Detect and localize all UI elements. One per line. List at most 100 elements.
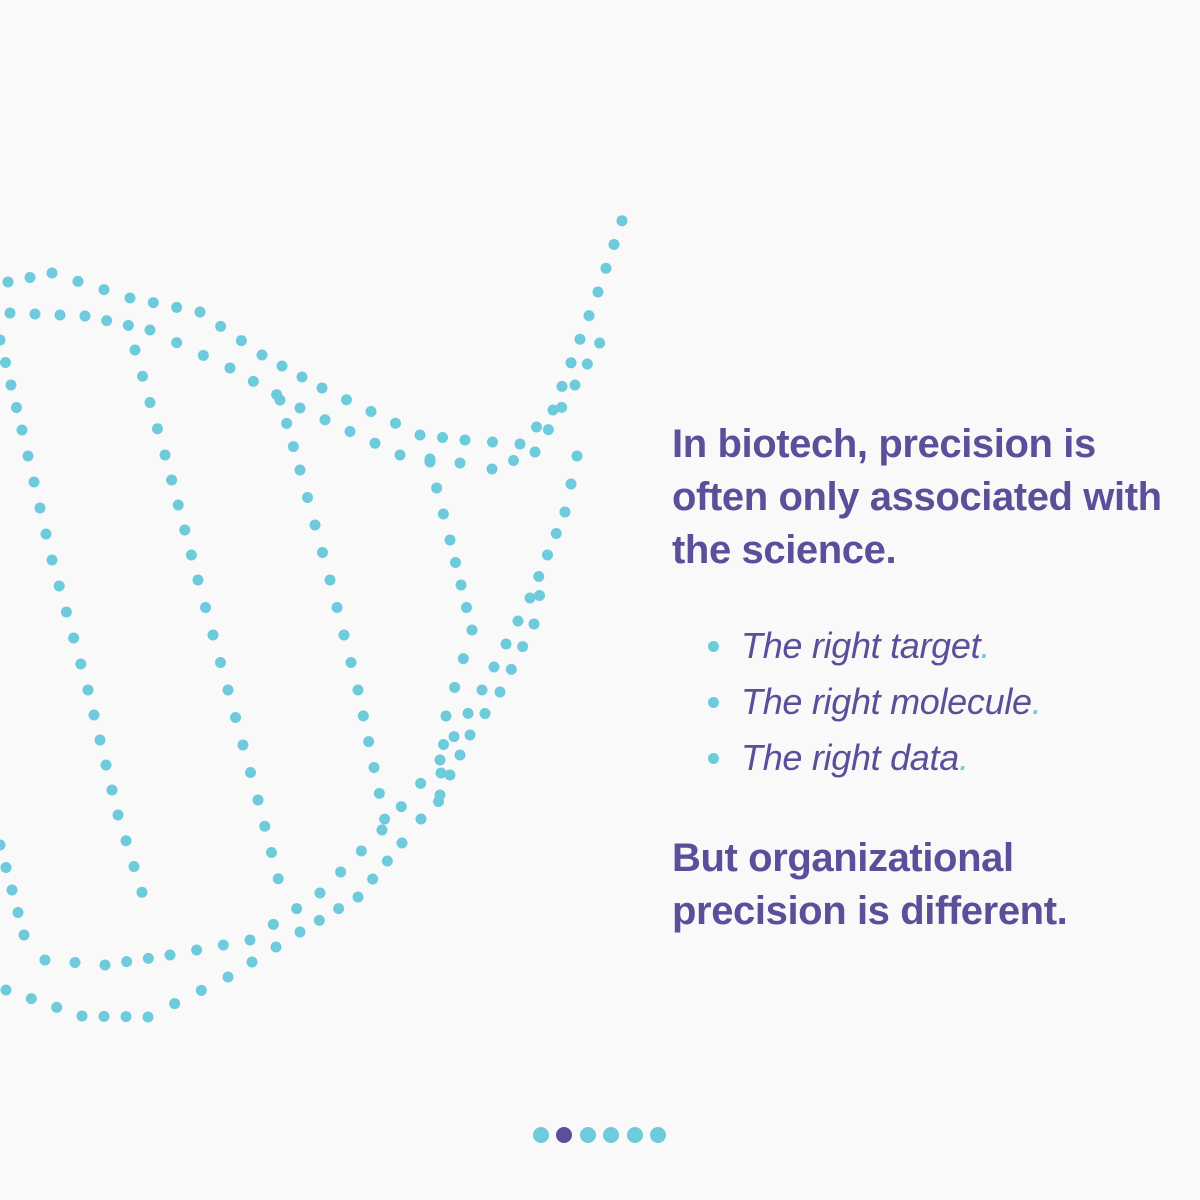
dna-dot <box>365 406 377 417</box>
dna-dot <box>529 446 541 458</box>
dna-dot <box>222 971 234 983</box>
dna-dot <box>120 1011 132 1023</box>
dna-dot <box>415 813 427 825</box>
dna-dot <box>128 861 140 872</box>
dna-dot <box>414 429 426 441</box>
dna-dot <box>505 663 517 675</box>
dna-dot <box>142 1011 154 1023</box>
dna-dot <box>194 306 206 318</box>
dna-dot <box>333 903 345 915</box>
dna-dot <box>363 736 375 748</box>
dna-dot <box>120 835 132 847</box>
dna-dot <box>594 337 606 349</box>
dna-dot <box>466 624 478 636</box>
dna-dot <box>444 769 456 781</box>
page-dot-active[interactable] <box>556 1127 572 1143</box>
dna-dot <box>281 417 293 429</box>
dna-dot <box>0 357 11 368</box>
dna-dot <box>437 508 449 520</box>
dna-dot <box>171 301 183 313</box>
dna-dot <box>294 926 306 938</box>
dna-dot <box>235 335 247 347</box>
dna-dot <box>433 796 444 807</box>
dna-dot <box>600 262 612 274</box>
bullet-text: The right data <box>741 737 959 778</box>
dna-dot <box>0 984 12 996</box>
dna-dot <box>368 762 380 773</box>
dna-dot <box>438 739 449 750</box>
page-dot[interactable] <box>627 1127 643 1143</box>
dna-dot <box>267 918 279 930</box>
dna-dot <box>144 324 156 336</box>
dna-dot <box>524 592 536 604</box>
dna-dot <box>335 866 347 878</box>
dna-dot <box>5 379 17 391</box>
dna-dot <box>571 450 583 462</box>
dna-dot <box>98 284 110 296</box>
dna-dot <box>137 370 148 382</box>
dna-dot <box>488 661 500 673</box>
dna-dot <box>100 759 112 771</box>
dna-dot <box>534 590 545 601</box>
dna-dot <box>247 375 259 387</box>
dna-dot <box>256 349 268 361</box>
dna-dot <box>313 914 325 926</box>
dna-dot <box>464 729 476 741</box>
dna-dot <box>245 767 256 778</box>
dna-dot <box>379 813 391 825</box>
bullet-text: The right molecule <box>741 681 1032 722</box>
dna-dot <box>449 681 461 693</box>
dna-dot <box>169 998 181 1010</box>
dna-dot <box>367 873 379 885</box>
dna-dot <box>517 641 529 653</box>
dna-dot <box>197 349 209 361</box>
dna-dot <box>373 787 385 799</box>
dna-dot <box>76 1010 88 1022</box>
dna-dot <box>512 615 524 627</box>
dna-dot <box>415 777 427 789</box>
dna-dot <box>352 891 364 903</box>
dna-dot <box>500 638 512 650</box>
dna-dot <box>94 734 106 746</box>
dna-dot <box>98 1010 110 1022</box>
page-dot[interactable] <box>580 1127 596 1143</box>
dna-dot <box>6 884 18 896</box>
dna-dot <box>435 767 447 779</box>
dna-dot <box>46 554 58 566</box>
dna-dot <box>29 308 41 320</box>
page-dot[interactable] <box>533 1127 549 1143</box>
dna-dot <box>147 297 159 309</box>
dna-dot <box>302 492 313 503</box>
dna-dot <box>39 954 51 966</box>
dna-dot <box>440 710 452 722</box>
dna-dot <box>53 580 65 592</box>
dna-dot <box>276 360 288 372</box>
dna-dot <box>99 959 111 971</box>
page-dot[interactable] <box>603 1127 619 1143</box>
dna-dot <box>4 307 16 319</box>
dna-dot <box>171 337 183 349</box>
page-dot[interactable] <box>650 1127 666 1143</box>
dna-dot <box>75 658 87 670</box>
dna-dot <box>396 837 408 849</box>
dna-dot <box>528 618 540 630</box>
dna-dot <box>28 476 40 488</box>
dna-dot <box>291 903 303 915</box>
dna-dot <box>574 333 586 345</box>
dna-dot <box>166 474 178 486</box>
dna-dot <box>381 855 393 867</box>
bullet-text: The right target <box>741 625 981 666</box>
dna-dot <box>129 344 141 356</box>
dna-dot <box>25 993 37 1005</box>
dna-dot <box>314 887 326 899</box>
dna-dot <box>191 944 203 956</box>
bullet: The right target. <box>705 618 1041 674</box>
dna-dot <box>324 574 336 586</box>
dna-dot <box>121 956 133 968</box>
dna-dot <box>51 1001 63 1013</box>
dna-dot <box>616 215 628 227</box>
dna-dot <box>101 315 113 327</box>
dna-dot <box>112 809 124 821</box>
pagination <box>533 1127 666 1143</box>
